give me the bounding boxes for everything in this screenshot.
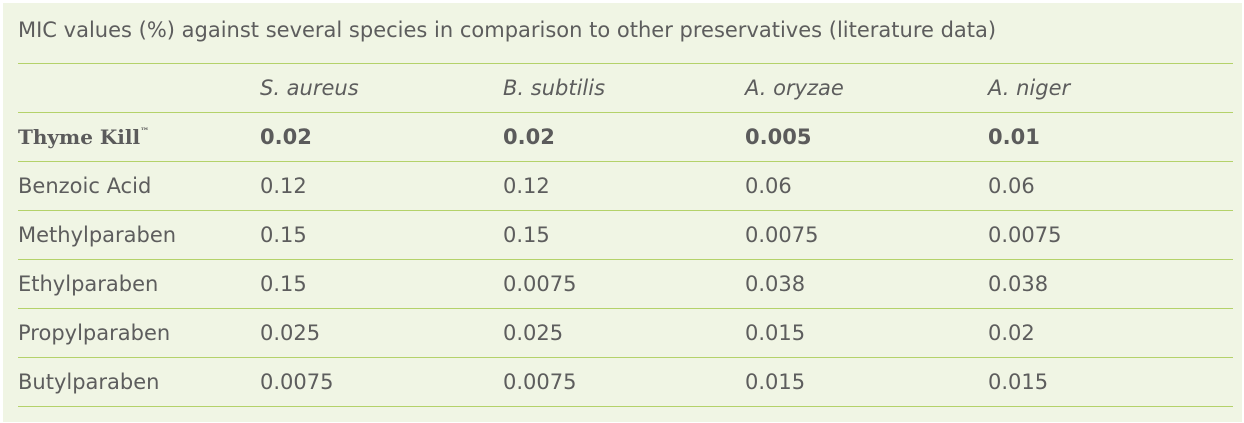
table-cell: 0.015 xyxy=(745,308,988,358)
row-label: Propylparaben xyxy=(18,308,260,358)
table-cell: 0.0075 xyxy=(503,259,745,309)
table-cell: 0.015 xyxy=(745,357,988,407)
table-row: Methylparaben 0.15 0.15 0.0075 0.0075 xyxy=(18,210,1233,260)
header-cell-empty xyxy=(18,63,260,113)
table-row: Butylparaben 0.0075 0.0075 0.015 0.015 xyxy=(18,357,1233,407)
table-cell: 0.025 xyxy=(260,308,503,358)
table-row: Benzoic Acid 0.12 0.12 0.06 0.06 xyxy=(18,161,1233,211)
table-cell: 0.06 xyxy=(988,161,1233,211)
row-label: Butylparaben xyxy=(18,357,260,407)
row-label: Thyme Kill™ xyxy=(18,112,260,162)
table-cell: 0.015 xyxy=(988,357,1233,407)
table-cell: 0.12 xyxy=(260,161,503,211)
header-row: S. aureus B. subtilis A. oryzae A. niger xyxy=(18,63,1233,113)
table-cell: 0.15 xyxy=(260,210,503,260)
header-cell-b-subtilis: B. subtilis xyxy=(503,63,745,113)
table-row-thyme-kill: Thyme Kill™ 0.02 0.02 0.005 0.01 xyxy=(18,112,1233,162)
table-cell: 0.02 xyxy=(503,112,745,162)
table-panel: MIC values (%) against several species i… xyxy=(3,3,1242,422)
row-label-text: Thyme Kill xyxy=(18,125,141,149)
table-cell: 0.025 xyxy=(503,308,745,358)
table-cell: 0.038 xyxy=(745,259,988,309)
table-cell: 0.0075 xyxy=(988,210,1233,260)
header-cell-a-oryzae: A. oryzae xyxy=(745,63,988,113)
table-cell: 0.02 xyxy=(988,308,1233,358)
mic-table: S. aureus B. subtilis A. oryzae A. niger… xyxy=(18,63,1233,407)
table-cell: 0.0075 xyxy=(260,357,503,407)
table-cell: 0.005 xyxy=(745,112,988,162)
table-cell: 0.0075 xyxy=(745,210,988,260)
table-cell: 0.12 xyxy=(503,161,745,211)
header-cell-s-aureus: S. aureus xyxy=(260,63,503,113)
trademark-symbol: ™ xyxy=(140,127,150,137)
table-cell: 0.0075 xyxy=(503,357,745,407)
table-row: Ethylparaben 0.15 0.0075 0.038 0.038 xyxy=(18,259,1233,309)
row-label: Ethylparaben xyxy=(18,259,260,309)
table-cell: 0.038 xyxy=(988,259,1233,309)
row-label: Benzoic Acid xyxy=(18,161,260,211)
table-cell: 0.01 xyxy=(988,112,1233,162)
row-label: Methylparaben xyxy=(18,210,260,260)
table-caption: MIC values (%) against several species i… xyxy=(18,18,997,42)
table-cell: 0.15 xyxy=(503,210,745,260)
table-cell: 0.06 xyxy=(745,161,988,211)
header-cell-a-niger: A. niger xyxy=(988,63,1233,113)
table-row: Propylparaben 0.025 0.025 0.015 0.02 xyxy=(18,308,1233,358)
table-cell: 0.15 xyxy=(260,259,503,309)
table-cell: 0.02 xyxy=(260,112,503,162)
